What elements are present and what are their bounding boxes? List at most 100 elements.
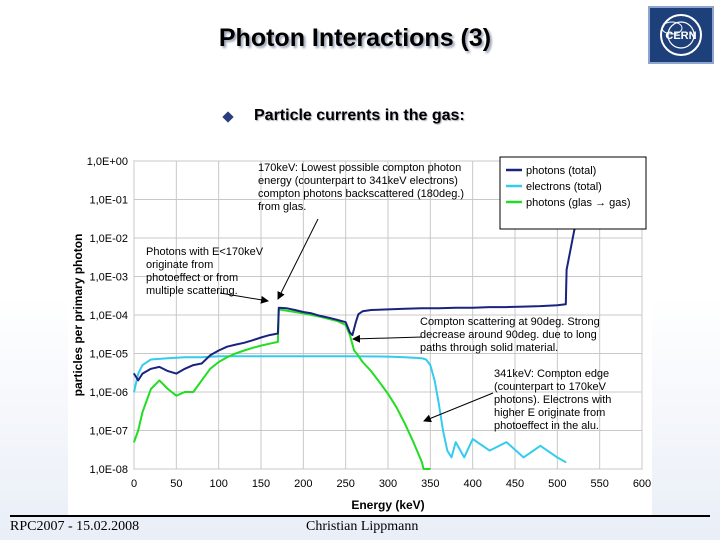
data-point-0 (370, 309, 372, 311)
annotation-arrow-2 (352, 334, 423, 343)
legend-label-0: photons (total) (526, 165, 596, 177)
data-point-2 (137, 429, 139, 432)
data-point-2 (362, 361, 364, 363)
data-point-0 (167, 370, 169, 372)
bullet-text: Particle currents in the gas: (254, 107, 465, 124)
data-point-1 (302, 355, 304, 357)
annotation-text-0: 170keV: Lowest possible compton photon en… (258, 162, 464, 213)
x-tick-label: 250 (336, 478, 354, 490)
data-point-0 (351, 334, 354, 336)
data-point-0 (277, 332, 279, 335)
data-point-2 (356, 352, 358, 355)
data-point-2 (209, 368, 211, 370)
x-tick-label: 500 (548, 478, 566, 490)
data-point-0 (141, 373, 144, 375)
data-point-0 (539, 305, 541, 307)
data-point-0 (345, 321, 347, 323)
data-point-0 (556, 304, 558, 306)
data-point-0 (294, 309, 296, 311)
data-point-0 (150, 368, 152, 370)
data-point-1 (218, 355, 220, 357)
data-point-0 (565, 303, 567, 305)
data-point-1 (404, 356, 406, 358)
data-point-1 (260, 355, 262, 357)
data-point-1 (137, 373, 139, 375)
x-tick-label: 600 (633, 478, 651, 490)
data-point-0 (218, 349, 220, 352)
data-point-0 (387, 308, 389, 310)
data-point-2 (349, 334, 351, 336)
y-tick-label: 1,0E+00 (87, 156, 128, 168)
data-point-2 (260, 345, 262, 347)
data-point-2 (387, 393, 389, 395)
data-point-1 (522, 456, 525, 459)
data-point-2 (395, 406, 398, 408)
annotation-arrow-3 (423, 392, 494, 423)
annotation-line: higher E originate from (494, 407, 605, 419)
data-point-0 (302, 311, 304, 313)
annotation-line: multiple scattering. (146, 285, 238, 297)
data-point-1 (429, 364, 431, 366)
annotation-text-2: Compton scattering at 90deg. Strong decre… (420, 316, 600, 354)
x-tick-label: 550 (590, 478, 608, 490)
data-point-2 (243, 349, 245, 352)
y-tick-label: 1,0E-03 (89, 272, 128, 284)
data-point-0 (573, 229, 575, 231)
annotation-line: 341keV: Compton edge (494, 368, 609, 380)
data-point-0 (226, 346, 228, 348)
data-point-0 (362, 310, 364, 312)
data-point-0 (455, 307, 457, 309)
data-point-1 (556, 456, 558, 459)
data-point-2 (158, 379, 160, 382)
annotation-line: decrease around 90deg. due to long (420, 329, 597, 341)
data-point-1 (505, 441, 508, 443)
annotation-arrow-1 (219, 292, 269, 304)
data-point-1 (450, 456, 453, 459)
data-point-2 (175, 395, 177, 397)
data-point-0 (184, 368, 186, 370)
data-point-1 (421, 357, 423, 359)
data-point-0 (349, 331, 351, 334)
data-point-0 (243, 342, 245, 344)
data-point-1 (565, 461, 567, 463)
data-point-2 (235, 352, 237, 355)
x-tick-label: 300 (379, 478, 397, 490)
y-tick-label: 1,0E-08 (89, 464, 128, 476)
data-point-2 (184, 391, 186, 393)
x-tick-label: 100 (209, 478, 227, 490)
slide-title: Photon Interactions (3) (218, 24, 492, 52)
legend-box (499, 156, 647, 230)
data-point-1 (472, 438, 474, 440)
annotation-line: Photons with E<170keV (146, 246, 264, 258)
annotation-line: Compton scattering at 90deg. Strong (420, 316, 600, 328)
data-point-1 (433, 379, 436, 382)
annotation-line: compton photons backscattered (180deg.) (258, 188, 464, 200)
data-point-1 (184, 356, 186, 358)
data-point-2 (192, 391, 194, 393)
data-point-1 (446, 450, 448, 452)
data-point-0 (209, 354, 211, 356)
data-point-0 (137, 379, 139, 382)
cern-logo: CERN (648, 6, 714, 64)
data-point-0 (260, 336, 262, 339)
data-point-0 (268, 334, 271, 336)
y-tick-label: 1,0E-02 (89, 233, 128, 245)
data-point-2 (422, 468, 425, 470)
data-point-0 (421, 307, 423, 309)
data-point-2 (268, 343, 271, 345)
data-point-0 (133, 373, 135, 375)
data-point-2 (218, 361, 220, 363)
annotation-text-1: Photons with E<170keV originate from photo… (146, 246, 264, 297)
data-point-2 (302, 312, 304, 315)
cern-logo-text: CERN (665, 30, 696, 42)
chart-container: 1,0E+00 1,0E-01 1,0E-02 1,0E-03 1,0E-04 1,0E-… (68, 153, 652, 515)
footer-divider (10, 515, 710, 517)
data-point-1 (425, 358, 427, 361)
footer-event-date: RPC2007 - 15.02.2008 (10, 519, 140, 534)
data-point-0 (192, 364, 194, 366)
x-tick-label: 50 (170, 478, 182, 490)
y-tick-label: 1,0E-01 (89, 195, 128, 207)
data-point-1 (201, 356, 203, 358)
data-point-0 (472, 307, 474, 309)
annotation-line: energy (counterpart to 341keV electrons) (258, 175, 458, 187)
